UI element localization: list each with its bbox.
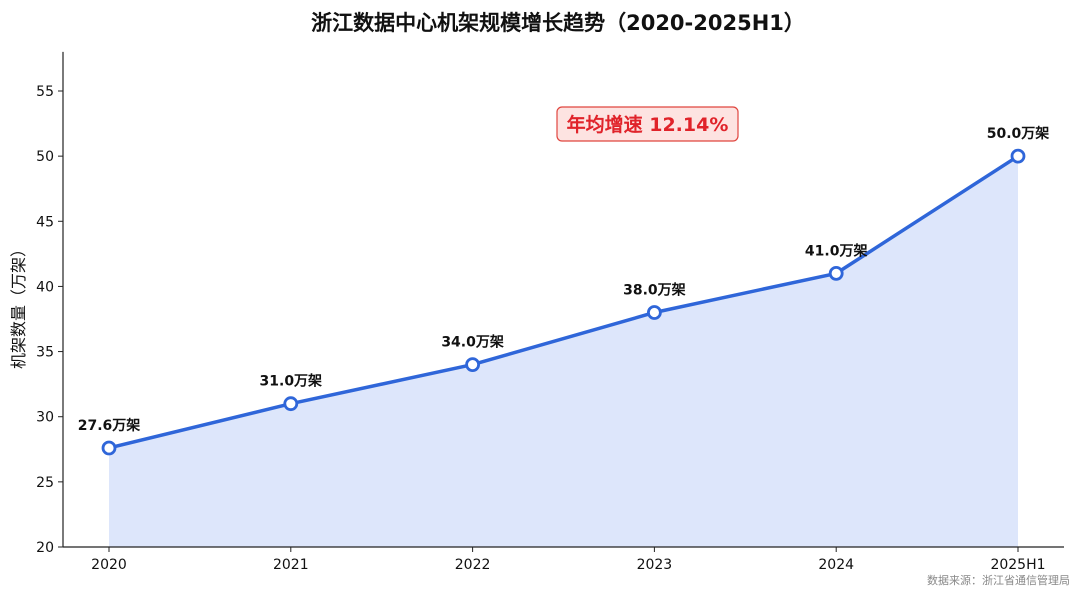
- y-tick-label: 25: [36, 475, 54, 491]
- y-tick-label: 40: [36, 279, 54, 295]
- x-tick-label: 2021: [273, 557, 309, 573]
- data-point: [647, 305, 662, 320]
- x-tick-label: 2020: [91, 557, 127, 573]
- y-axis-label: 机架数量（万架）: [9, 241, 28, 369]
- data-labels: 27.6万架 31.0万架 34.0万架 38.0万架 41.0万架 50.0万架: [78, 125, 1050, 434]
- source-note: 数据来源：浙江省通信管理局: [927, 573, 1070, 587]
- x-tick-label: 2024: [818, 557, 854, 573]
- y-tick-label: 45: [36, 214, 54, 230]
- y-tick-label: 20: [36, 540, 54, 556]
- data-label: 41.0万架: [805, 242, 868, 259]
- data-label: 31.0万架: [260, 373, 323, 390]
- growth-annotation: 年均增速 12.14%: [556, 106, 739, 142]
- data-point: [283, 396, 299, 412]
- data-point: [465, 357, 481, 373]
- x-tick-label: 2023: [637, 557, 673, 573]
- x-tick-label: 2025H1: [990, 557, 1045, 573]
- plot-area: 27.6万架 31.0万架 34.0万架 38.0万架 41.0万架 50.0万架: [78, 125, 1050, 547]
- data-label: 27.6万架: [78, 417, 141, 434]
- area-fill: [109, 156, 1018, 547]
- y-tick-label: 35: [36, 345, 54, 361]
- y-tick-label: 30: [36, 410, 54, 426]
- data-point: [101, 440, 117, 456]
- y-tick-label: 55: [36, 84, 54, 100]
- data-point: [828, 265, 844, 281]
- data-label: 38.0万架: [623, 281, 686, 298]
- data-point: [1010, 148, 1026, 164]
- data-markers: [101, 148, 1026, 456]
- y-ticks: 20 25 30 35 40 45 50 55: [36, 84, 63, 556]
- x-tick-label: 2022: [455, 557, 491, 573]
- annotation-text: 年均增速 12.14%: [567, 113, 729, 136]
- data-label: 34.0万架: [441, 334, 504, 351]
- x-ticks: 2020 2021 2022 2023 2024 2025H1: [91, 547, 1046, 573]
- data-label: 50.0万架: [987, 125, 1050, 142]
- annotation-badge: [556, 106, 739, 142]
- y-tick-label: 50: [36, 149, 54, 165]
- chart-title: 浙江数据中心机架规模增长趋势（2020-2025H1）: [311, 11, 805, 35]
- series-line: [108, 154, 1019, 450]
